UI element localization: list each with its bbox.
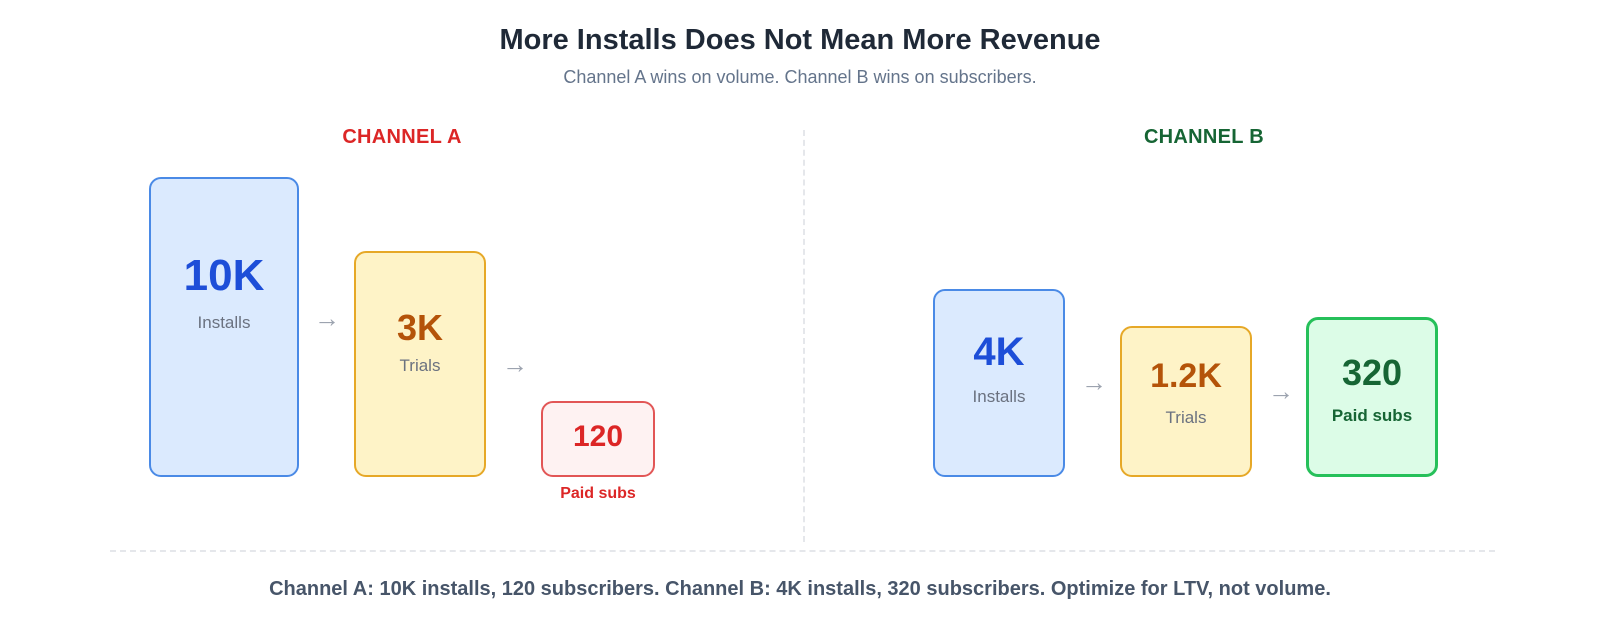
channel-b-trials-box: 1.2K Trials bbox=[1120, 326, 1252, 477]
channel-a-trials-box: 3K Trials bbox=[354, 251, 486, 477]
arrow-icon: → bbox=[1268, 376, 1294, 406]
channel-b-trials-value: 1.2K bbox=[1150, 357, 1222, 395]
page-title: More Installs Does Not Mean More Revenue bbox=[499, 24, 1101, 56]
channel-a-trials-value: 3K bbox=[396, 307, 444, 348]
channel-a-installs-value: 10K bbox=[183, 251, 265, 300]
channel-a-trials-label: Trials bbox=[399, 356, 441, 375]
channel-b-paid-value: 320 bbox=[1341, 352, 1403, 393]
arrow-icon: → bbox=[314, 303, 340, 333]
arrow-icon: → bbox=[1081, 367, 1107, 397]
arrow-icon: → bbox=[502, 349, 528, 379]
channel-a-installs-label: Installs bbox=[197, 313, 251, 332]
page-subtitle: Channel A wins on volume. Channel B wins… bbox=[563, 67, 1037, 87]
channel-a-installs-box: 10K Installs bbox=[149, 177, 299, 477]
channel-a-paid-value: 120 bbox=[572, 420, 624, 453]
channel-a-paid-label: Paid subs bbox=[560, 485, 636, 502]
channel-b-installs-label: Installs bbox=[972, 387, 1026, 406]
channel-b-label: CHANNEL B bbox=[1143, 126, 1265, 148]
channel-a-label: CHANNEL A bbox=[342, 126, 462, 148]
channel-b-trials-label: Trials bbox=[1165, 408, 1207, 427]
footer-summary: Channel A: 10K installs, 120 subscribers… bbox=[269, 578, 1331, 600]
footer-divider bbox=[110, 550, 1495, 552]
channel-b-installs-value: 4K bbox=[973, 330, 1025, 374]
channel-b-paid-box: 320 Paid subs bbox=[1306, 317, 1438, 477]
channel-a-paid-box: 120 bbox=[541, 401, 655, 477]
channel-divider bbox=[803, 130, 805, 542]
channel-b-paid-label: Paid subs bbox=[1331, 406, 1413, 425]
channel-b-installs-box: 4K Installs bbox=[933, 289, 1065, 477]
